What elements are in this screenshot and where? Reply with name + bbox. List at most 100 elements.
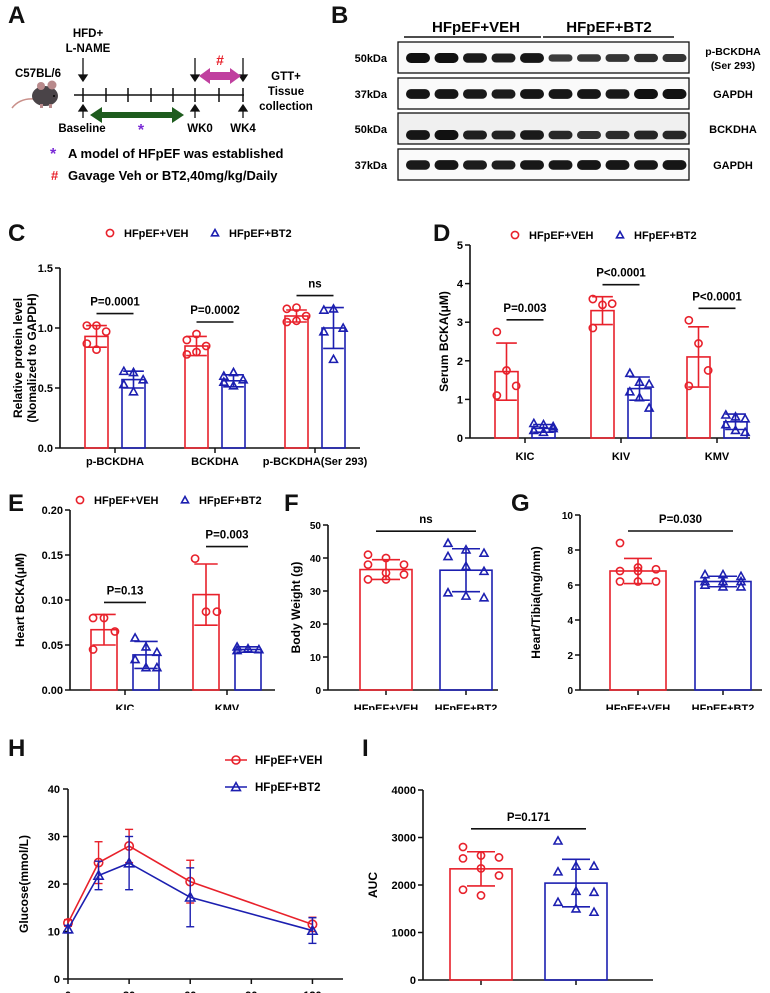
panel-d-letter: D [433,220,451,247]
blot-band [463,130,487,140]
y-tick-label: 3000 [392,833,416,845]
data-point [478,547,490,558]
p-value-label: P=0.030 [659,514,702,526]
legend-label-veh: HFpEF+VEH [94,495,159,507]
end-label-3: collection [259,101,313,113]
bar-group [182,329,211,449]
panel-f-letter: F [284,490,299,517]
data-point [129,632,141,642]
y-tick-label: 10 [310,653,322,664]
data-point [460,544,472,554]
blot-band [463,89,487,99]
y-tick-label: 8 [567,546,573,557]
blot-band [662,89,687,99]
y-tick-label: 40 [48,784,60,796]
data-point [694,339,703,348]
y-axis-label: AUC [366,872,380,898]
x-tick-label: KMV [705,451,730,463]
data-point [547,422,559,433]
data-point [99,613,109,623]
data-point [634,376,645,386]
data-point [547,420,559,431]
data-point [242,642,254,653]
panel-h-letter: H [8,735,26,762]
data-point [588,860,600,870]
significance-annotation: P=0.0001 [90,297,140,315]
blot-band [406,160,430,170]
y-tick-label: 10 [562,511,574,522]
y-tick-label: 5 [457,240,463,252]
blot-band [662,54,687,62]
data-point [228,366,239,377]
blot-group-veh: HFpEF+VEH [432,19,520,36]
p-value-label: P=0.0001 [90,297,140,309]
blot-band [491,53,516,63]
data-point [363,560,373,569]
y-tick-label: 0.00 [42,685,63,697]
data-point [105,228,115,238]
y-tick-label: 6 [567,581,573,592]
data-point [306,924,319,936]
significance-annotation: ns [296,279,334,297]
data-point [210,227,220,237]
chart-g: 0 2 4 6 8 10 Heart/Tibia(mg/mm) HFpEF+VEH HFpEF+… [529,511,762,710]
blot-band [634,53,658,63]
y-axis-label: Body Weight (g) [289,562,303,654]
y-tick-label: 0 [410,975,416,987]
data-point [82,339,92,349]
bar-group [694,568,752,691]
x-tick-label: HFpEF+VEH [354,703,419,710]
data-point [552,835,564,845]
data-point [92,869,105,880]
bar [694,580,752,691]
bar-group [588,294,617,439]
end-label-1: GTT+ [271,71,301,83]
series-bt2 [62,835,319,945]
timeline-axis [74,88,244,102]
data-point [151,646,163,657]
data-point [228,379,239,390]
blot-band [491,130,516,140]
data-point [460,590,472,600]
data-point [624,367,636,378]
data-point [230,780,242,792]
bar-group [449,842,513,981]
data-point [735,570,747,581]
data-point [476,851,486,860]
x-tick-label: HFpEF+BT2 [435,703,498,710]
data-point [301,311,311,321]
bar-group [528,417,559,439]
bar-group [544,835,608,981]
bar [359,568,413,691]
y-tick-label: 0.15 [42,550,63,562]
bar-group [318,303,349,449]
legend-hash-icon: # [51,168,59,183]
data-point [460,560,472,571]
significance-annotation: ns [376,514,476,532]
data-point [615,577,625,586]
model-period-arrow-icon [90,107,184,123]
significance-annotation: P=0.171 [471,812,586,830]
bar-group [492,327,521,439]
panel-c-letter: C [8,220,26,247]
data-point [118,365,130,376]
data-point [703,366,713,375]
y-tick-label: 0.05 [42,640,63,652]
data-point [717,575,729,586]
blot-band [434,160,459,170]
blot-band [434,89,459,99]
p-value-label: ns [308,279,321,291]
bar [590,309,615,439]
data-point [492,327,502,337]
data-point [128,385,139,396]
data-point [478,565,490,576]
y-tick-label: 2 [567,651,573,662]
y-tick-label: 4 [567,616,573,627]
data-point [735,581,747,591]
y-tick-label: 0 [315,686,321,697]
legend-label-bt2: HFpEF+BT2 [229,228,292,240]
blot-band [520,160,544,170]
bar [121,378,146,449]
